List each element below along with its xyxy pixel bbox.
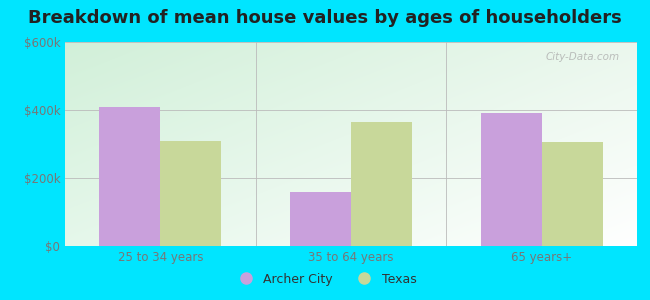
Bar: [290, 192, 351, 246]
Bar: [99, 106, 161, 246]
Bar: [541, 142, 603, 246]
Bar: [161, 141, 222, 246]
Text: City-Data.com: City-Data.com: [546, 52, 620, 62]
Legend: Archer City, Texas: Archer City, Texas: [228, 268, 422, 291]
Bar: [351, 122, 412, 246]
Text: Breakdown of mean house values by ages of householders: Breakdown of mean house values by ages o…: [28, 9, 622, 27]
Bar: [480, 113, 541, 246]
